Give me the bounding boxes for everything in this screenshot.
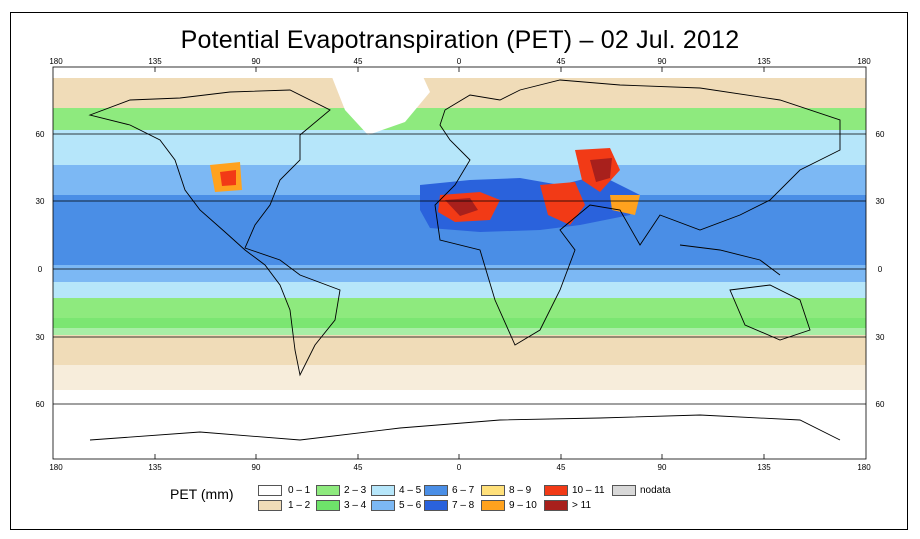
lon-tick-top: 180 <box>857 57 871 66</box>
graticule <box>52 66 867 460</box>
lat-tick-left: 0 <box>38 265 43 274</box>
lat-tick-left: 60 <box>36 130 45 139</box>
lon-tick-bottom: 0 <box>457 463 462 472</box>
lon-tick-top: 0 <box>457 57 462 66</box>
lon-tick-bottom: 90 <box>658 463 667 472</box>
lat-tick-right: 30 <box>876 333 885 342</box>
tick-marks <box>154 67 765 459</box>
lon-tick-bottom: 180 <box>857 463 871 472</box>
lon-tick-bottom: 45 <box>557 463 566 472</box>
lat-tick-left: 30 <box>36 197 45 206</box>
lon-tick-top: 45 <box>354 57 363 66</box>
lat-tick-right: 30 <box>876 197 885 206</box>
pet-field <box>53 67 866 459</box>
lat-tick-left: 60 <box>36 400 45 409</box>
map-title: Potential Evapotranspiration (PET) – 02 … <box>180 26 740 54</box>
lon-tick-top: 90 <box>252 57 261 66</box>
lat-tick-right: 60 <box>876 130 885 139</box>
lat-tick-left: 30 <box>36 333 45 342</box>
lon-tick-bottom: 90 <box>252 463 261 472</box>
figure-frame <box>10 12 908 530</box>
lon-tick-top: 135 <box>148 57 162 66</box>
lon-tick-bottom: 135 <box>757 463 771 472</box>
lon-tick-top: 45 <box>557 57 566 66</box>
lon-tick-top: 90 <box>658 57 667 66</box>
lat-tick-right: 60 <box>876 400 885 409</box>
lon-tick-bottom: 45 <box>354 463 363 472</box>
lon-tick-top: 135 <box>757 57 771 66</box>
lon-tick-bottom: 180 <box>49 463 63 472</box>
lon-tick-bottom: 135 <box>148 463 162 472</box>
lat-tick-right: 0 <box>878 265 883 274</box>
lon-tick-top: 180 <box>49 57 63 66</box>
